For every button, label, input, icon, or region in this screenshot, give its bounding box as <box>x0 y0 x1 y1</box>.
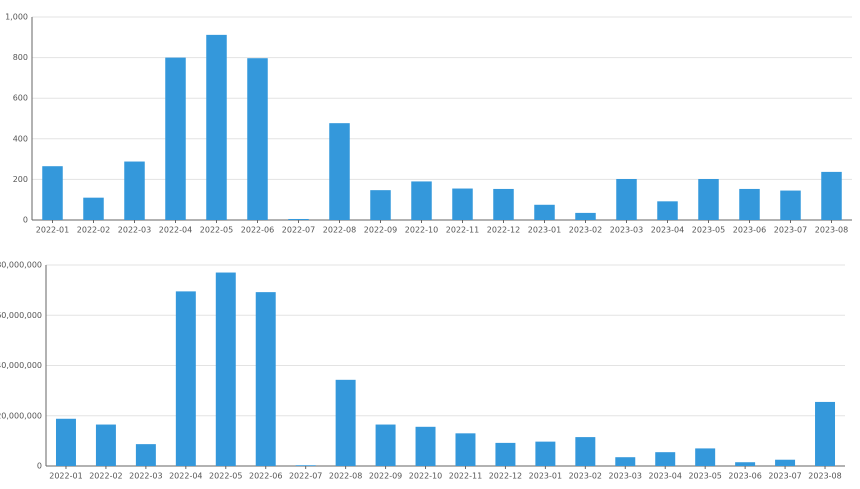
y-tick-label: 0 <box>23 216 28 225</box>
x-tick-label: 2023-07 <box>774 226 807 235</box>
x-tick-label: 2023-01 <box>529 472 562 481</box>
bar <box>739 188 760 220</box>
x-tick-label: 2022-12 <box>487 226 520 235</box>
x-tick-label: 2023-03 <box>610 226 643 235</box>
x-tick-label: 2023-06 <box>728 472 761 481</box>
y-tick-label: 20,000,000 <box>0 411 42 420</box>
y-tick-label: 40,000,000 <box>0 361 42 370</box>
y-tick-label: 200 <box>13 175 28 184</box>
x-tick-label: 2022-04 <box>169 472 202 481</box>
x-tick-label: 2022-06 <box>249 472 282 481</box>
bar <box>455 433 476 466</box>
x-tick-label: 2022-03 <box>129 472 162 481</box>
bar <box>780 190 801 220</box>
bar <box>775 459 796 466</box>
bar <box>288 218 309 220</box>
x-tick-label: 2022-07 <box>289 472 322 481</box>
bar <box>55 418 76 466</box>
y-tick-label: 600 <box>13 94 28 103</box>
x-tick-label: 2023-08 <box>815 226 848 235</box>
x-tick-label: 2022-02 <box>89 472 122 481</box>
bar <box>815 401 836 466</box>
bar <box>615 457 636 466</box>
bar <box>295 465 316 466</box>
y-tick-label: 60,000,000 <box>0 311 42 320</box>
bar <box>616 178 637 220</box>
bar <box>215 272 236 466</box>
x-tick-label: 2022-01 <box>49 472 82 481</box>
bar <box>493 188 514 220</box>
bar <box>735 462 756 466</box>
x-tick-label: 2022-10 <box>405 226 438 235</box>
x-tick-label: 2023-02 <box>569 226 602 235</box>
x-tick-label: 2023-02 <box>569 472 602 481</box>
bar <box>415 426 436 466</box>
y-tick-label: 0 <box>37 462 42 471</box>
x-tick-label: 2022-08 <box>329 472 362 481</box>
y-tick-label: 1,000 <box>5 13 28 22</box>
x-tick-label: 2023-04 <box>649 472 682 481</box>
bar <box>695 448 716 466</box>
x-tick-label: 2022-08 <box>323 226 356 235</box>
bar <box>165 57 186 220</box>
bar <box>575 437 596 466</box>
x-tick-label: 2023-04 <box>651 226 684 235</box>
bar <box>42 166 63 220</box>
y-tick-label: 80,000,000 <box>0 261 42 270</box>
bar <box>329 123 350 220</box>
x-tick-label: 2022-05 <box>209 472 242 481</box>
x-tick-label: 2023-01 <box>528 226 561 235</box>
bar <box>657 201 678 220</box>
bar <box>247 58 268 220</box>
x-tick-label: 2023-05 <box>688 472 721 481</box>
bar <box>370 190 391 220</box>
x-tick-label: 2022-11 <box>449 472 482 481</box>
bar <box>575 212 596 220</box>
bar <box>495 442 516 466</box>
bar <box>95 424 116 466</box>
x-tick-label: 2022-06 <box>241 226 274 235</box>
bar <box>452 188 473 220</box>
x-tick-label: 2022-07 <box>282 226 315 235</box>
bar <box>124 161 145 220</box>
bar <box>175 291 196 466</box>
x-tick-label: 2022-01 <box>36 226 69 235</box>
bar <box>698 178 719 220</box>
bar <box>135 444 156 466</box>
bar <box>821 171 842 220</box>
y-tick-label: 400 <box>13 134 28 143</box>
bar <box>535 441 556 466</box>
x-tick-label: 2023-05 <box>692 226 725 235</box>
x-tick-label: 2022-12 <box>489 472 522 481</box>
bar <box>83 197 104 220</box>
x-tick-label: 2022-09 <box>369 472 402 481</box>
bar <box>534 204 555 220</box>
x-tick-label: 2022-09 <box>364 226 397 235</box>
x-tick-label: 2023-03 <box>609 472 642 481</box>
bar <box>655 452 676 466</box>
bar <box>255 292 276 466</box>
bar <box>206 34 227 220</box>
x-tick-label: 2022-05 <box>200 226 233 235</box>
bar <box>375 424 396 466</box>
bar <box>335 379 356 466</box>
x-tick-label: 2023-08 <box>808 472 841 481</box>
bar <box>411 181 432 220</box>
x-tick-label: 2022-03 <box>118 226 151 235</box>
x-tick-label: 2022-04 <box>159 226 192 235</box>
x-tick-label: 2022-10 <box>409 472 442 481</box>
x-tick-label: 2023-06 <box>733 226 766 235</box>
x-tick-label: 2022-11 <box>446 226 479 235</box>
x-tick-label: 2022-02 <box>77 226 110 235</box>
y-tick-label: 800 <box>13 53 28 62</box>
x-tick-label: 2023-07 <box>768 472 801 481</box>
